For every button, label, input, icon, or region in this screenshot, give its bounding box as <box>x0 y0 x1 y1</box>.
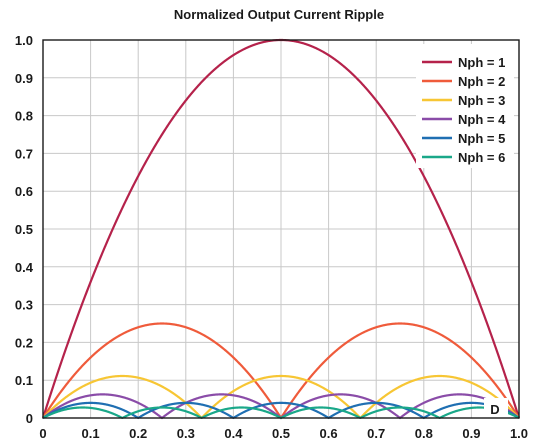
x-tick-label: 0.1 <box>82 426 100 441</box>
y-tick-label: 0 <box>26 411 33 426</box>
legend-label: Nph = 2 <box>458 74 505 89</box>
series-line <box>42 401 520 420</box>
legend: Nph = 1 Nph = 2 Nph = 3 Nph = 4 Nph = 5 Nph =… <box>422 55 506 165</box>
series-line <box>42 374 520 419</box>
y-tick-label: 0.1 <box>15 373 33 388</box>
chart-title: Normalized Output Current Ripple <box>174 7 384 22</box>
x-tick-label: 0.5 <box>272 426 290 441</box>
y-tick-label: 0.4 <box>15 260 34 275</box>
x-tick-label: 0.8 <box>415 426 433 441</box>
x-axis-label: D <box>490 402 499 417</box>
x-axis-label-background <box>484 398 508 416</box>
x-tick-label: 0.9 <box>462 426 480 441</box>
y-tick-label: 0.9 <box>15 71 33 86</box>
legend-label: Nph = 5 <box>458 131 505 146</box>
y-axis-ticks: 0 0.1 0.2 0.3 0.4 0.5 0.6 0.7 0.8 0.9 1.0 <box>15 33 34 426</box>
x-tick-label: 0 <box>39 426 46 441</box>
x-tick-label: 0.4 <box>224 426 243 441</box>
x-axis-ticks: 0 0.1 0.2 0.3 0.4 0.5 0.6 0.7 0.8 0.9 1.0 <box>39 426 528 441</box>
legend-label: Nph = 1 <box>458 55 505 70</box>
y-tick-label: 0.8 <box>15 109 33 124</box>
y-tick-label: 0.6 <box>15 184 33 199</box>
legend-label: Nph = 4 <box>458 112 506 127</box>
x-tick-label: 0.7 <box>367 426 385 441</box>
x-tick-label: 0.2 <box>129 426 147 441</box>
y-tick-label: 0.2 <box>15 335 33 350</box>
legend-label: Nph = 3 <box>458 93 505 108</box>
y-tick-label: 0.3 <box>15 298 33 313</box>
x-tick-label: 0.3 <box>177 426 195 441</box>
y-tick-label: 0.5 <box>15 222 33 237</box>
y-tick-label: 1.0 <box>15 33 33 48</box>
legend-label: Nph = 6 <box>458 150 505 165</box>
plot-frame <box>42 39 520 419</box>
y-tick-label: 0.7 <box>15 146 33 161</box>
x-tick-label: 1.0 <box>510 426 528 441</box>
legend-background <box>416 44 514 168</box>
x-tick-label: 0.6 <box>320 426 338 441</box>
